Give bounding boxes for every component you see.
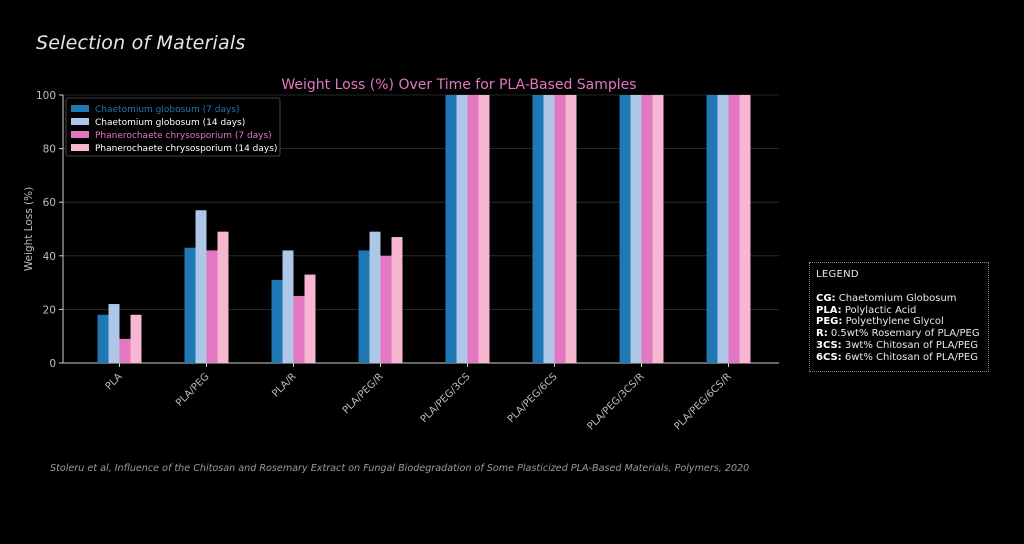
bar — [293, 296, 305, 363]
abbreviation-legend-heading: LEGEND — [816, 269, 859, 280]
legend-entry: Chaetomium globosum (14 days) — [95, 118, 245, 128]
legend-entry: Phanerochaete chrysosporium (14 days) — [95, 144, 277, 154]
x-tick-label: PLA — [104, 371, 125, 392]
y-axis-label: Weight Loss (%) — [23, 187, 35, 271]
y-tick-label: 0 — [49, 358, 56, 370]
y-tick-label: 40 — [43, 251, 56, 263]
source-citation: Stoleru et al, Influence of the Chitosan… — [50, 463, 750, 474]
bar — [652, 95, 664, 363]
y-tick-label: 80 — [43, 144, 56, 156]
chart-title: Weight Loss (%) Over Time for PLA-Based … — [281, 77, 636, 93]
abbreviation-item: 3CS: 3wt% Chitosan of PLA/PEG — [816, 339, 978, 351]
bar — [206, 250, 218, 363]
abbreviation-item: CG: Chaetomium Globosum — [816, 292, 957, 304]
bar — [445, 95, 457, 363]
bar — [304, 274, 316, 363]
bar — [391, 237, 403, 363]
bar — [728, 95, 740, 363]
bar — [478, 95, 490, 363]
bar — [380, 255, 392, 363]
bar — [467, 95, 479, 363]
bar — [532, 95, 544, 363]
x-tick-label: PLA/PEG/3CS/R — [585, 371, 646, 432]
bar — [195, 210, 207, 363]
bar — [456, 95, 468, 363]
chart-legend — [65, 97, 281, 157]
bar — [565, 95, 577, 363]
x-tick-label: PLA/PEG/6CS/R — [672, 371, 733, 432]
bar — [739, 95, 751, 363]
abbreviation-item: PLA: Polylactic Acid — [816, 304, 917, 316]
x-tick-label: PLA/PEG — [174, 371, 212, 409]
bar — [543, 95, 555, 363]
y-tick-label: 100 — [36, 90, 56, 102]
legend-swatch — [71, 118, 89, 125]
legend-swatch — [71, 105, 89, 112]
legend-entry: Phanerochaete chrysosporium (7 days) — [95, 131, 272, 141]
x-tick-label: PLA/PEG/6CS — [506, 371, 560, 425]
abbreviation-item: PEG: Polyethylene Glycol — [816, 316, 944, 328]
bar — [184, 247, 196, 363]
bar — [717, 95, 729, 363]
bar — [641, 95, 653, 363]
x-tick-label: PLA/R — [270, 371, 298, 399]
legend-swatch — [71, 144, 89, 151]
bar — [554, 95, 566, 363]
bar — [119, 338, 131, 363]
bar — [358, 250, 370, 363]
y-tick-label: 20 — [43, 304, 56, 316]
bar — [706, 95, 718, 363]
bar — [369, 231, 381, 363]
x-tick-label: PLA/PEG/3CS — [419, 371, 473, 425]
y-tick-label: 60 — [43, 197, 56, 209]
bar — [97, 314, 109, 363]
bar — [217, 231, 229, 363]
abbreviation-item: 6CS: 6wt% Chitosan of PLA/PEG — [816, 351, 978, 363]
abbreviation-item: R: 0.5wt% Rosemary of PLA/PEG — [816, 328, 980, 340]
bar — [282, 250, 294, 363]
bar — [619, 95, 631, 363]
bar — [108, 304, 120, 363]
abbreviation-legend: LEGEND CG: Chaetomium Globosum PLA: Poly… — [809, 262, 989, 372]
bar — [630, 95, 642, 363]
x-tick-label: PLA/PEG/R — [341, 371, 386, 416]
bar — [130, 314, 142, 363]
page-title: Selection of Materials — [36, 32, 246, 54]
bar — [271, 279, 283, 363]
legend-entry: Chaetomium globosum (7 days) — [95, 105, 240, 115]
legend-swatch — [71, 131, 89, 138]
